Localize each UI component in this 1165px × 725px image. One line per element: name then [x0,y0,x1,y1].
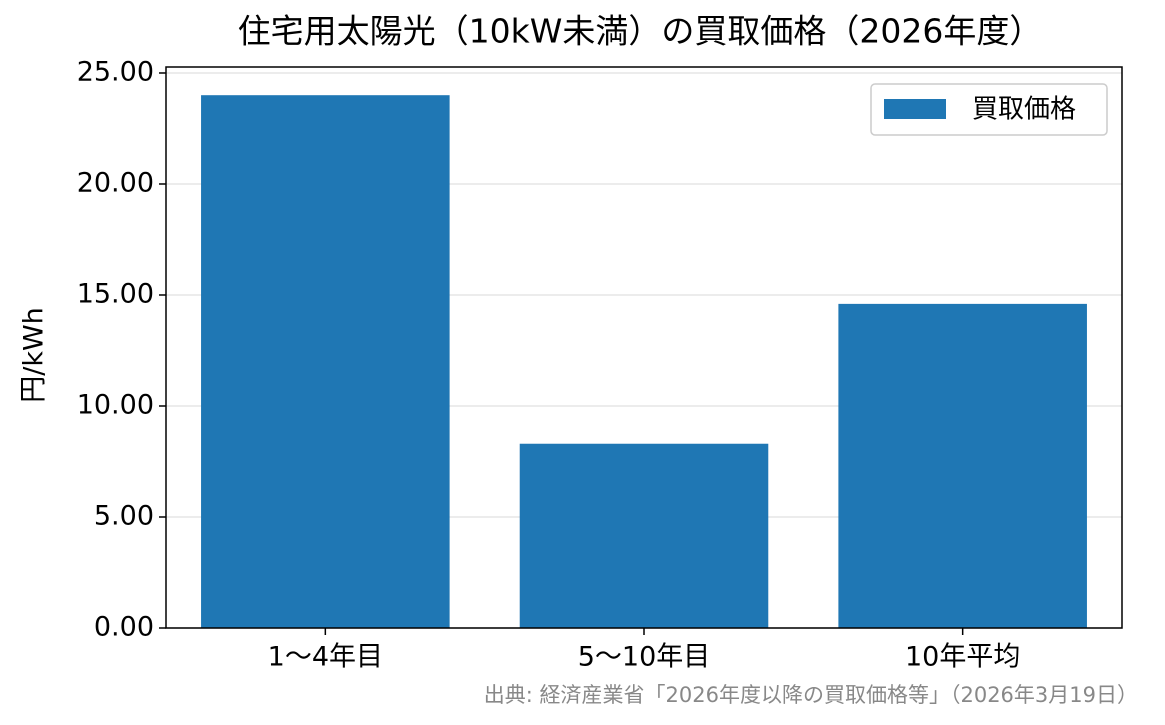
source-note: 出典: 経済産業省「2026年度以降の買取価格等」（2026年3月19日） [484,683,1138,707]
bar [838,303,1087,628]
x-tick-label: 10年平均 [905,642,1020,673]
x-tick-label: 5〜10年目 [578,642,711,673]
y-tick-label: 15.00 [77,278,154,309]
legend-box [870,83,1108,136]
y-axis-label: 円/kWh [19,307,50,403]
y-tick-label: 10.00 [77,389,154,420]
bar [201,95,450,629]
y-tick-label: 25.00 [77,56,154,87]
plot-frame [165,66,1123,629]
x-tick-label: 1〜4年目 [268,642,383,673]
chart-title: 住宅用太陽光（10kW未満）の買取価格（2026年度） [238,12,1043,51]
y-tick-label: 5.00 [94,500,154,531]
y-tick-label: 0.00 [94,612,154,643]
bar [519,443,769,628]
y-tick-label: 20.00 [77,167,154,198]
legend-swatch [884,99,946,119]
legend-label: 買取価格 [972,95,1076,125]
